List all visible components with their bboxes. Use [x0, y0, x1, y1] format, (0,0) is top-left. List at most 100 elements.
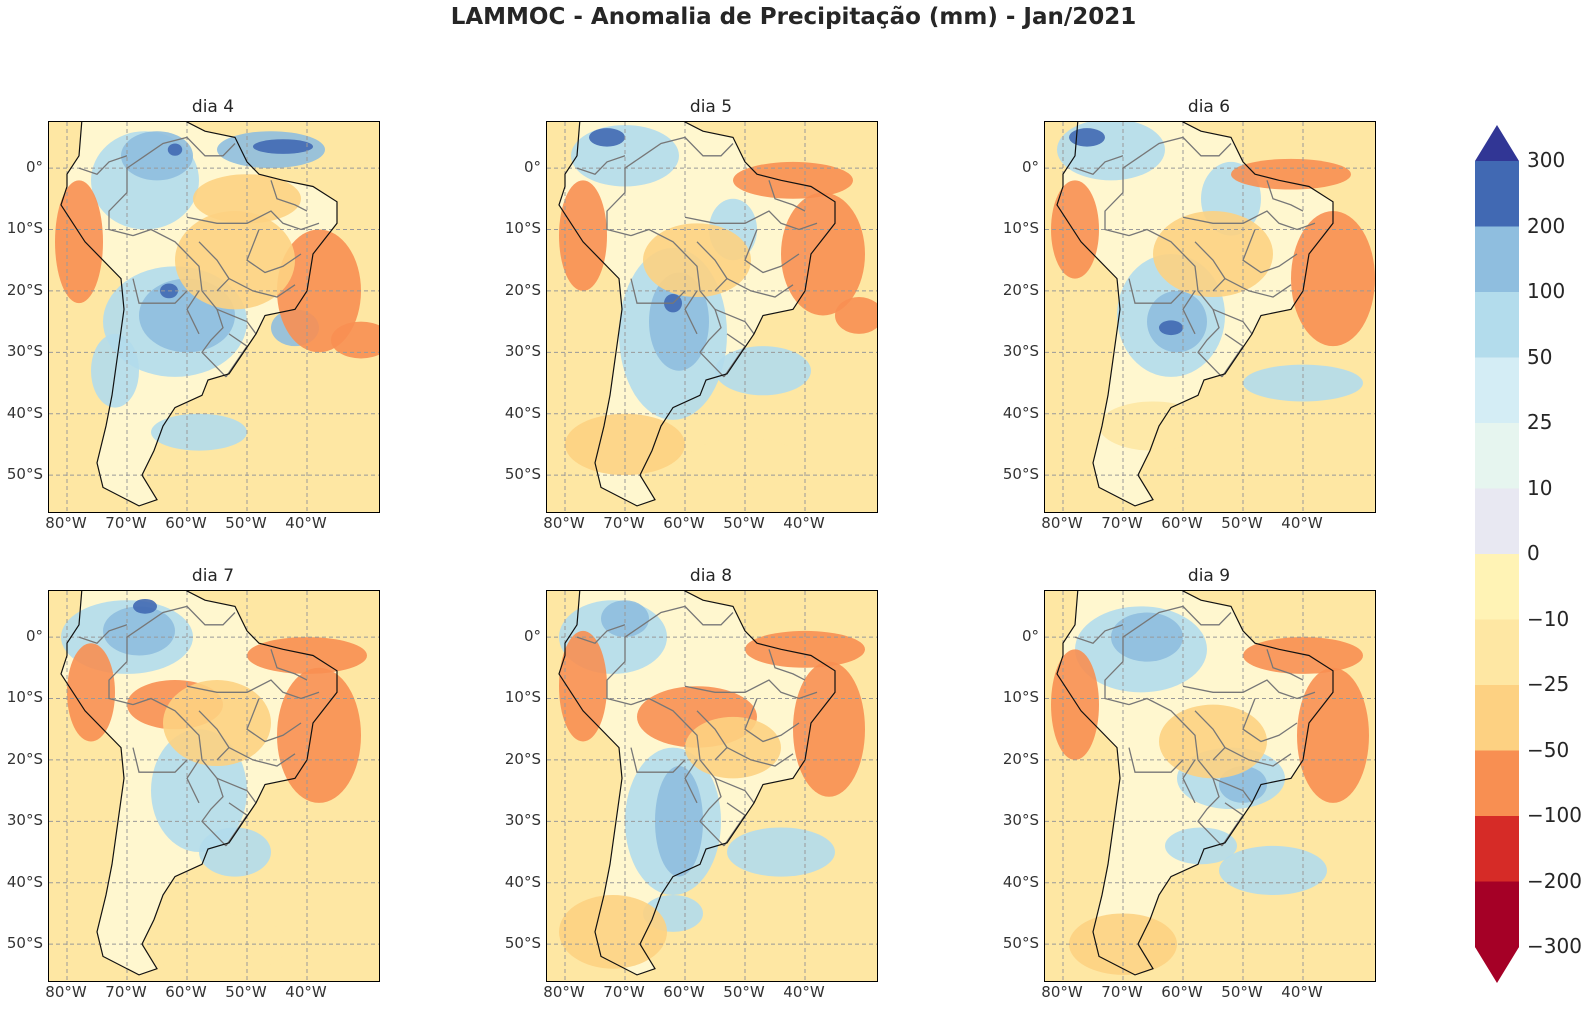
lon-tick-label: 40°W: [783, 983, 825, 1001]
lat-tick-label: 50°S: [504, 934, 541, 953]
lat-tick-label: 20°S: [504, 280, 541, 299]
panel-title: dia 5: [689, 97, 733, 117]
colorbar-segment: [1475, 226, 1519, 293]
country-border: [768, 180, 806, 212]
country-border: [1212, 777, 1253, 804]
anomaly-contour: [589, 128, 625, 147]
country-border: [132, 747, 188, 773]
figure-title: LAMMOC - Anomalia de Precipitação (mm) -…: [450, 4, 1137, 30]
country-border: [132, 228, 227, 378]
colorbar-segment: [1475, 554, 1519, 620]
map-panel: [48, 121, 380, 513]
lat-tick-label: 0°: [25, 158, 43, 177]
lat-tick-label: 0°: [25, 627, 43, 646]
country-border: [606, 661, 632, 706]
lat-tick-label: 40°S: [504, 872, 541, 891]
country-border: [1074, 155, 1124, 175]
country-border: [1194, 710, 1226, 761]
anomaly-contour: [331, 321, 379, 359]
colorbar-tick-label: −25: [1527, 672, 1570, 696]
anomaly-contour: [835, 297, 877, 334]
country-border: [216, 777, 257, 804]
lon-tick-label: 50°W: [723, 983, 765, 1001]
anomaly-contour: [685, 716, 781, 779]
anomaly-contour: [733, 161, 853, 199]
lon-tick-label: 50°W: [1221, 514, 1263, 532]
country-border: [696, 241, 728, 292]
colorbar-tick-label: −10: [1527, 606, 1570, 631]
colorbar-tick-label: −200: [1527, 868, 1582, 893]
anomaly-contour: [1165, 827, 1237, 865]
country-border: [1128, 697, 1223, 847]
lat-tick-label: 20°S: [1002, 280, 1039, 299]
country-border: [726, 278, 794, 298]
lat-tick-label: 0°: [1021, 627, 1039, 646]
country-border: [1194, 241, 1226, 292]
country-border: [630, 697, 725, 847]
country-border: [198, 710, 230, 761]
country-border: [684, 210, 818, 231]
country-border: [1128, 228, 1223, 378]
anomaly-contour: [601, 600, 649, 638]
colorbar-tick-label: 25: [1527, 410, 1553, 434]
anomaly-contour: [133, 598, 157, 614]
lon-tick-label: 80°W: [543, 514, 585, 532]
anomaly-contour: [167, 143, 183, 156]
lat-tick-label: 30°S: [504, 342, 541, 361]
lon-tick-label: 80°W: [1041, 514, 1083, 532]
anomaly-map: [49, 122, 379, 512]
lat-tick-label: 30°S: [1002, 811, 1039, 830]
country-border: [1242, 229, 1298, 274]
anomaly-contour: [277, 229, 361, 353]
colorbar-extend-max: [1475, 125, 1519, 161]
anomaly-contour: [253, 139, 313, 154]
country-border: [1122, 605, 1232, 662]
country-border: [576, 624, 626, 644]
lon-tick-label: 80°W: [45, 514, 87, 532]
country-border: [684, 679, 818, 700]
anomaly-map: [49, 591, 379, 981]
anomaly-map: [1045, 122, 1375, 512]
anomaly-contour: [1051, 649, 1099, 760]
anomaly-contour: [781, 192, 865, 316]
coastline: [1056, 591, 1334, 976]
anomaly-contour: [643, 223, 751, 298]
country-border: [1212, 308, 1253, 335]
panel-title: dia 6: [1187, 97, 1231, 117]
lon-tick-label: 60°W: [663, 983, 705, 1001]
lat-tick-label: 0°: [523, 158, 541, 177]
anomaly-contour: [559, 630, 607, 742]
country-border: [78, 155, 128, 175]
country-border: [78, 624, 128, 644]
anomaly-contour: [1069, 128, 1105, 147]
country-border: [714, 308, 755, 335]
anomaly-contour: [1219, 845, 1327, 896]
lat-tick-label: 50°S: [1002, 465, 1039, 484]
colorbar-tick-label: 200: [1527, 213, 1566, 238]
country-border: [744, 698, 800, 743]
country-border: [108, 661, 134, 706]
lon-tick-label: 80°W: [543, 983, 585, 1001]
lon-tick-label: 40°W: [285, 983, 327, 1001]
colorbar-segment: [1475, 619, 1519, 686]
lat-tick-label: 40°S: [6, 403, 43, 422]
lat-tick-label: 20°S: [1002, 749, 1039, 768]
anomaly-contour: [1297, 667, 1369, 803]
panel-title: dia 8: [689, 566, 733, 586]
coastline: [558, 591, 836, 976]
lat-tick-label: 20°S: [6, 749, 43, 768]
anomaly-contour: [1231, 158, 1351, 190]
country-border: [1104, 661, 1130, 706]
country-border: [1224, 747, 1292, 767]
country-border: [186, 759, 200, 804]
lat-tick-label: 50°S: [504, 465, 541, 484]
anomaly-map: [547, 122, 877, 512]
colorbar-tick-label: −100: [1527, 803, 1582, 827]
lon-tick-label: 80°W: [45, 983, 87, 1001]
lat-tick-label: 30°S: [504, 811, 541, 830]
country-border: [198, 241, 230, 292]
country-border: [630, 747, 686, 773]
panel-title: dia 7: [191, 566, 235, 586]
country-border: [624, 605, 734, 662]
lat-tick-label: 10°S: [6, 688, 43, 707]
